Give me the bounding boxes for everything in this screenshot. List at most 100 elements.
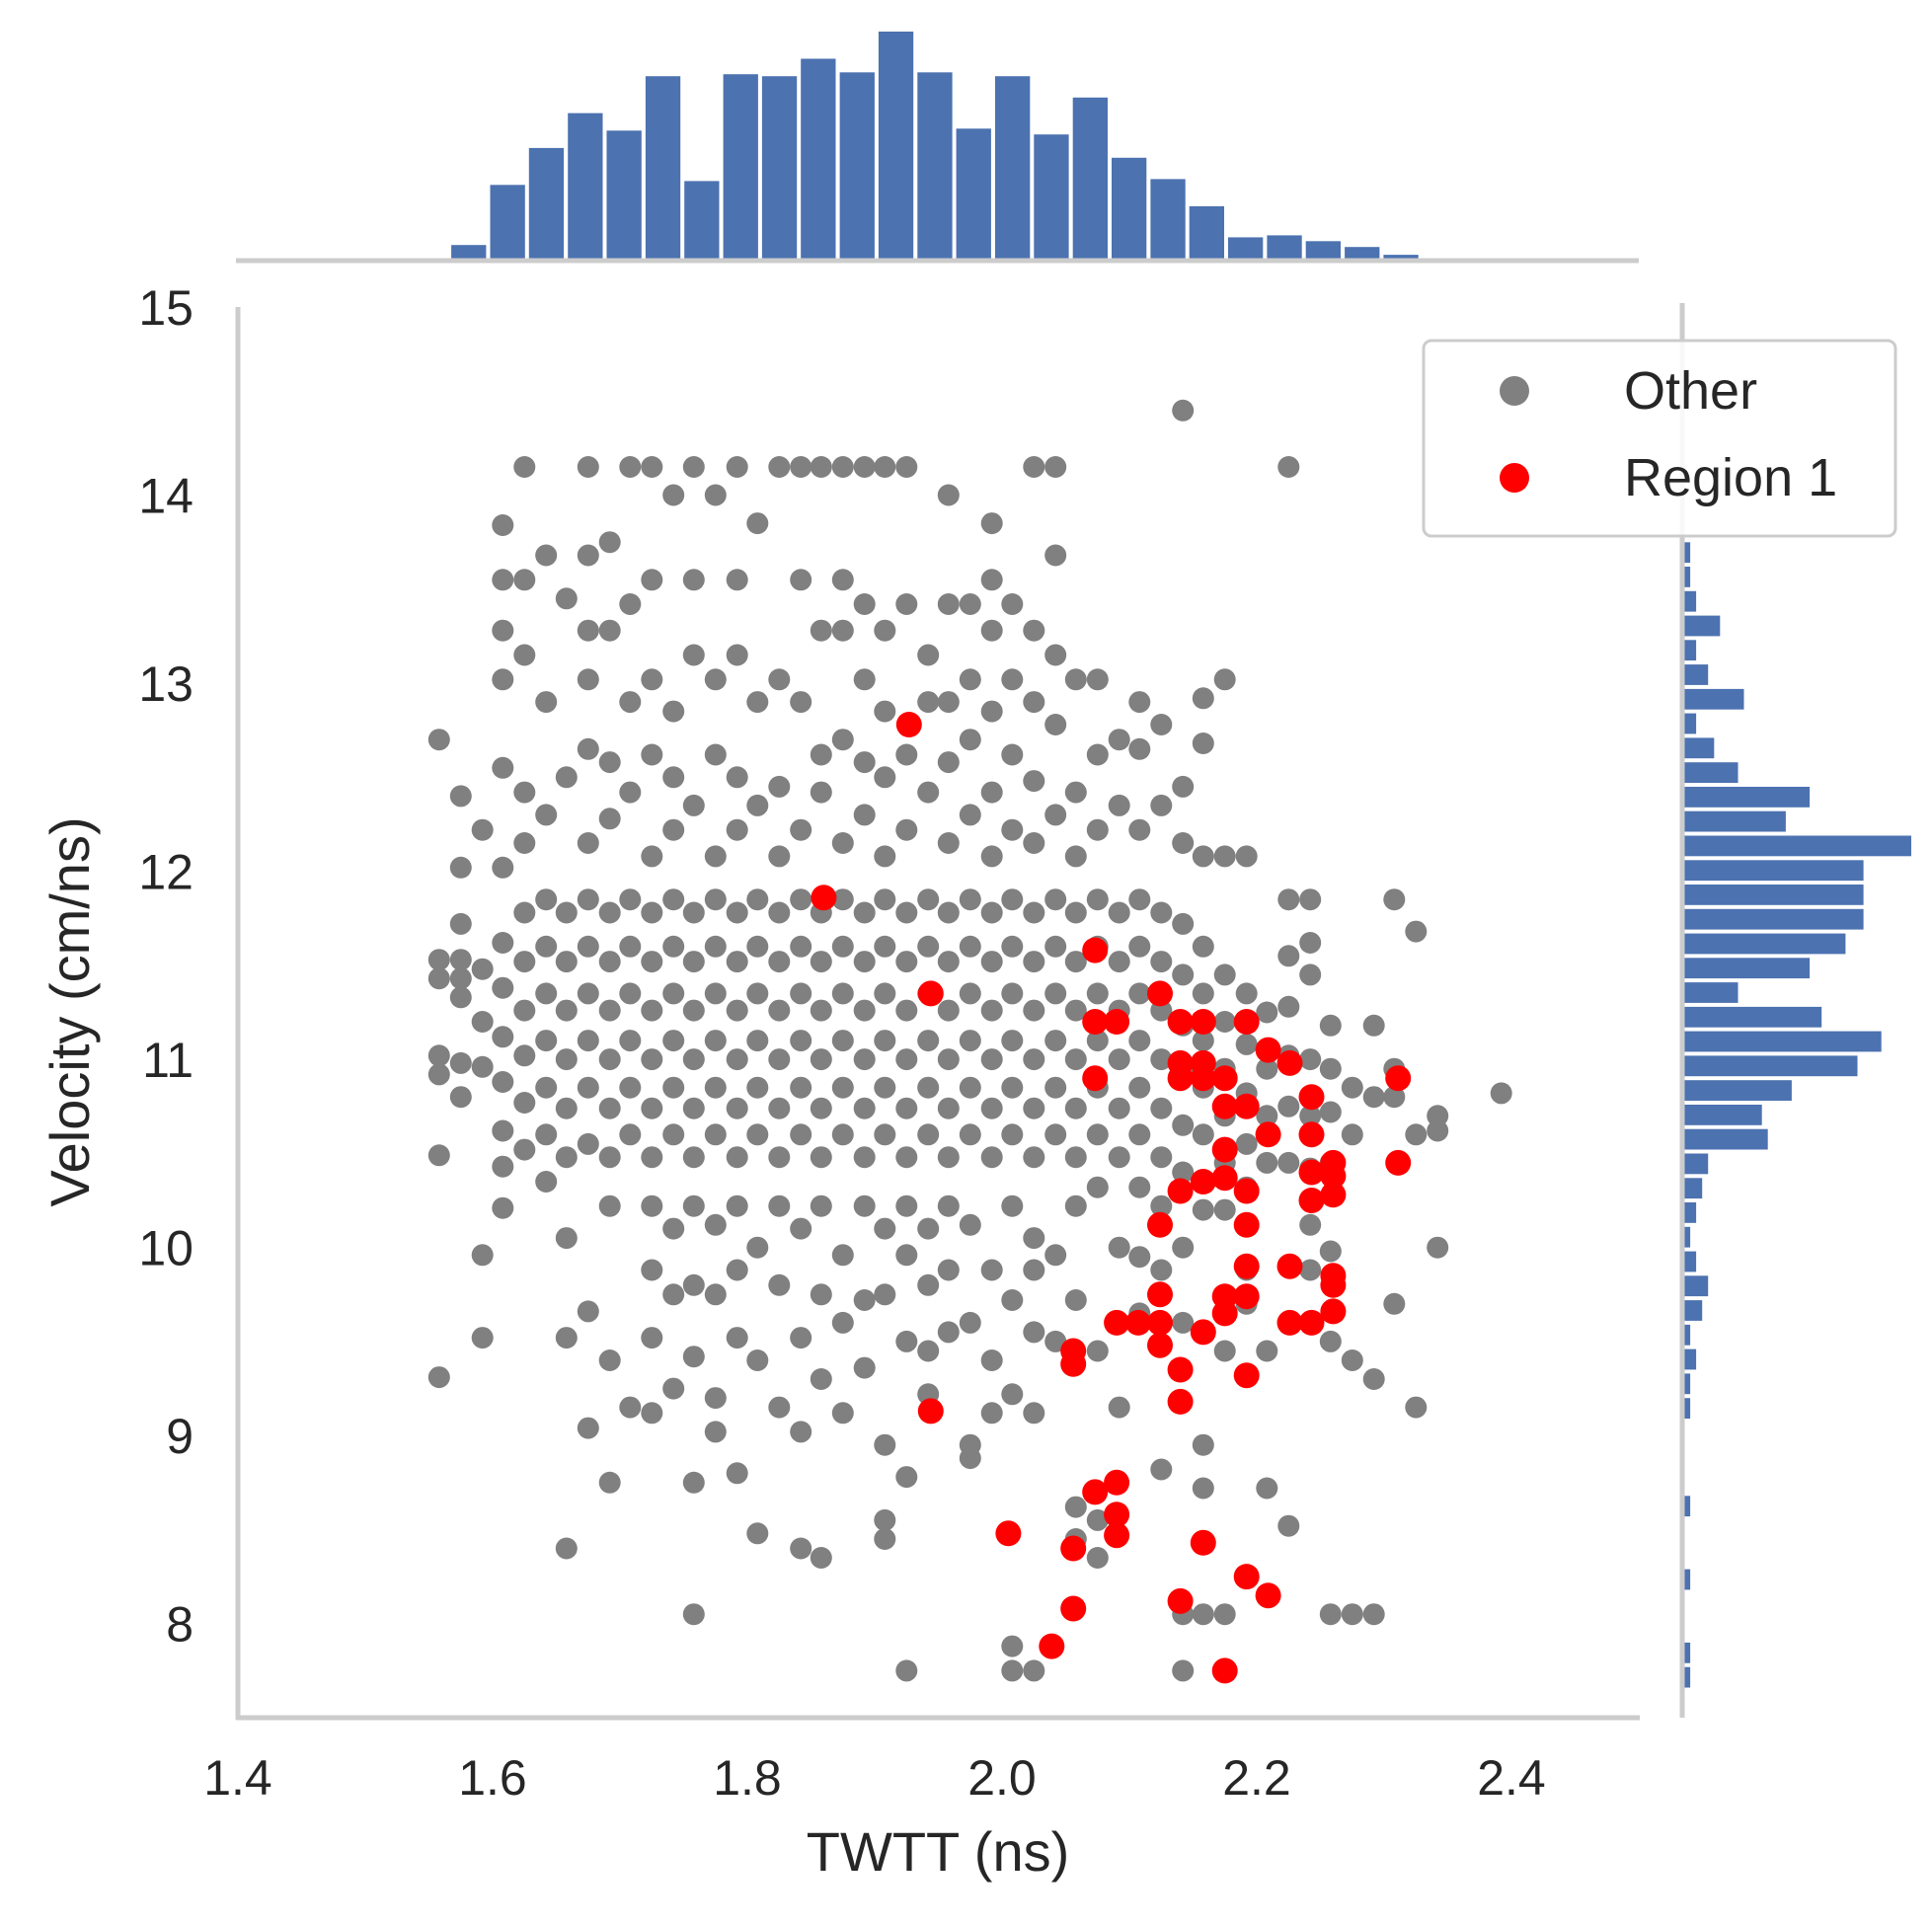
point-other-120 xyxy=(662,935,685,958)
point-other-197 xyxy=(768,456,791,478)
point-other-57 xyxy=(555,999,578,1022)
point-other-203 xyxy=(790,982,812,1005)
top-hist-bar-13 xyxy=(956,128,991,259)
series-region-1 xyxy=(811,712,1412,1684)
right-hist-bar-16 xyxy=(1684,1275,1709,1297)
point-other-252 xyxy=(853,593,876,615)
y-axis-title: Velocity (cm/ns) xyxy=(39,816,101,1206)
point-other-143 xyxy=(682,1273,705,1296)
point-other-81 xyxy=(598,951,621,973)
point-other-56 xyxy=(555,951,578,973)
point-other-462 xyxy=(1192,982,1214,1005)
point-other-287 xyxy=(895,1659,918,1682)
point-other-40 xyxy=(513,832,536,854)
point-other-355 xyxy=(1001,1289,1024,1311)
point-other-533 xyxy=(1383,1292,1406,1315)
point-other-485 xyxy=(1235,1033,1258,1055)
point-other-311 xyxy=(937,484,960,506)
point-other-26 xyxy=(492,1155,514,1178)
point-other-174 xyxy=(726,1327,748,1349)
point-other-126 xyxy=(662,766,685,789)
point-other-150 xyxy=(704,1030,727,1052)
point-other-133 xyxy=(682,951,705,973)
point-other-359 xyxy=(1023,901,1045,924)
point-other-506 xyxy=(1299,888,1322,911)
point-other-222 xyxy=(810,743,832,766)
point-other-100 xyxy=(619,691,642,714)
point-other-22 xyxy=(492,976,514,999)
point-other-510 xyxy=(1299,1105,1322,1127)
point-other-271 xyxy=(874,1508,896,1531)
point-other-524 xyxy=(1341,1349,1363,1371)
point-other-96 xyxy=(619,1030,642,1052)
point-other-218 xyxy=(810,1048,832,1071)
point-other-354 xyxy=(1001,1194,1024,1217)
point-other-116 xyxy=(641,1259,663,1281)
point-other-386 xyxy=(1044,1244,1067,1267)
point-other-294 xyxy=(917,781,940,804)
point-other-192 xyxy=(768,1097,791,1119)
point-other-277 xyxy=(895,1097,918,1119)
point-other-424 xyxy=(1128,888,1151,911)
point-other-452 xyxy=(1172,1114,1195,1136)
point-other-289 xyxy=(917,935,940,958)
point-other-280 xyxy=(895,743,918,766)
point-other-317 xyxy=(959,982,981,1005)
point-other-8 xyxy=(449,967,472,990)
top-hist-bar-11 xyxy=(878,32,914,259)
point-other-538 xyxy=(1427,1105,1449,1127)
point-other-85 xyxy=(598,1146,621,1169)
right-hist-bar-29 xyxy=(1684,958,1811,979)
point-other-407 xyxy=(1086,818,1109,841)
point-other-414 xyxy=(1108,901,1130,924)
point-other-366 xyxy=(1023,770,1045,793)
point-other-257 xyxy=(874,888,896,911)
point-other-394 xyxy=(1064,845,1087,868)
point-other-136 xyxy=(682,1097,705,1119)
right-hist-bar-42 xyxy=(1684,640,1697,661)
top-hist-bar-2 xyxy=(528,147,565,259)
point-other-201 xyxy=(790,888,812,911)
top-hist-bar-20 xyxy=(1228,237,1264,259)
point-other-229 xyxy=(831,888,854,911)
point-other-540 xyxy=(1490,1082,1512,1105)
point-other-331 xyxy=(980,999,1003,1022)
point-other-481 xyxy=(1213,1198,1236,1221)
point-other-207 xyxy=(790,818,812,841)
top-hist-bar-19 xyxy=(1189,205,1224,259)
point-other-61 xyxy=(555,766,578,789)
point-other-80 xyxy=(598,901,621,924)
point-region-1-10 xyxy=(1233,1009,1260,1035)
point-region-1-16 xyxy=(1255,1037,1281,1063)
point-other-123 xyxy=(662,1076,685,1099)
point-other-401 xyxy=(1086,888,1109,911)
x-tick-labels: 1.4 1.6 1.8 2.0 2.2 2.4 xyxy=(203,1750,1546,1806)
point-other-493 xyxy=(1256,1057,1278,1080)
point-other-308 xyxy=(937,751,960,774)
right-hist-bar-30 xyxy=(1684,933,1846,955)
point-other-113 xyxy=(641,569,663,591)
point-other-513 xyxy=(1299,1259,1322,1281)
point-other-111 xyxy=(641,743,663,766)
point-region-1-71 xyxy=(1211,1657,1238,1684)
point-other-125 xyxy=(662,818,685,841)
point-other-167 xyxy=(726,818,748,841)
point-other-404 xyxy=(1086,1030,1109,1052)
point-other-240 xyxy=(831,1244,854,1267)
point-other-480 xyxy=(1213,668,1236,691)
point-other-436 xyxy=(1150,901,1173,924)
point-other-91 xyxy=(598,1349,621,1371)
point-other-105 xyxy=(641,951,663,973)
point-other-367 xyxy=(1023,691,1045,714)
point-other-188 xyxy=(768,901,791,924)
point-region-1-6 xyxy=(1082,1065,1109,1092)
point-other-303 xyxy=(937,999,960,1022)
point-other-352 xyxy=(1001,668,1024,691)
y-tick-label-5: 13 xyxy=(138,656,193,712)
point-other-329 xyxy=(980,901,1003,924)
point-other-95 xyxy=(619,982,642,1005)
point-other-60 xyxy=(555,1146,578,1169)
point-other-463 xyxy=(1192,1030,1214,1052)
point-other-108 xyxy=(641,1097,663,1119)
point-other-392 xyxy=(1064,1097,1087,1119)
